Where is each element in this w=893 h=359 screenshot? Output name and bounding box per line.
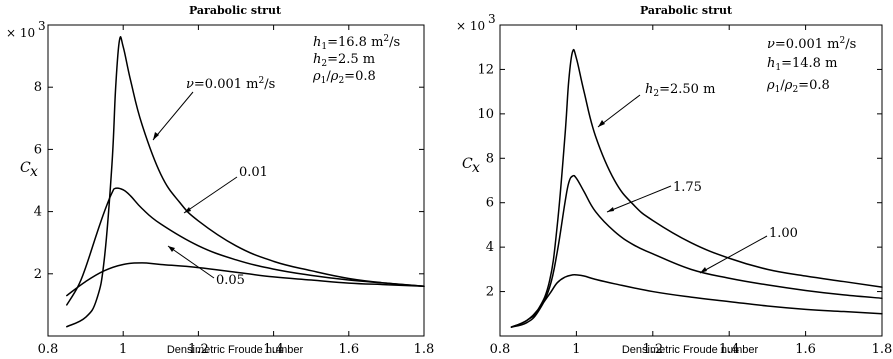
svg-text:x: x <box>30 164 38 180</box>
y-multiplier: × 10 3 <box>456 12 496 33</box>
x-tick-label: 1.8 <box>872 342 893 357</box>
curve-label-0.05: 0.05 <box>167 245 245 288</box>
y-tick-label: 6 <box>486 196 494 211</box>
x-tick-label: 1.6 <box>795 342 816 357</box>
x-tick-label: 1 <box>572 342 580 357</box>
parameter-text: ν=0.001 m2/s h1=14.8 m ρ1/ρ2=0.8 <box>766 36 856 95</box>
y-tick-label: 2 <box>486 285 494 300</box>
svg-text:1.00: 1.00 <box>769 226 798 241</box>
svg-text:0.01: 0.01 <box>239 165 268 180</box>
x-tick-label: 1.4 <box>719 342 740 357</box>
x-tick-label: 1.8 <box>414 342 435 357</box>
y-tick-label: 4 <box>486 240 494 255</box>
x-axis-label: Densimetric Froude number <box>167 344 304 356</box>
y-multiplier-exponent: 3 <box>38 19 46 33</box>
axes-frame <box>47 24 425 337</box>
parameter-text: h1=16.8 m2/s h2=2.5 m ρ1/ρ2=0.8 <box>312 34 400 86</box>
chart-title: Parabolic strut <box>189 4 282 17</box>
svg-text:C: C <box>20 160 31 176</box>
svg-text:h2=2.50 m: h2=2.50 m <box>645 82 715 99</box>
x-tick-label: 1.4 <box>263 342 284 357</box>
x-tick-label: 1.2 <box>188 342 209 357</box>
svg-text:x: x <box>472 160 480 176</box>
plot-area-border <box>499 24 883 337</box>
y-ticks: 2 4 6 8 10 12 <box>477 62 882 300</box>
x-ticks: 0.8 1 1.2 1.4 1.6 1.8 <box>38 25 435 357</box>
y-axis-label: C x <box>20 160 38 180</box>
svg-text:ν=0.001 m2/s: ν=0.001 m2/s <box>186 76 275 92</box>
x-tick-label: 0.8 <box>38 342 59 357</box>
svg-text:× 10: × 10 <box>456 19 485 33</box>
curve-label-0.01: 0.01 <box>183 165 268 214</box>
svg-text:1.75: 1.75 <box>673 180 702 195</box>
curve-label-nu-0.001: ν=0.001 m2/s <box>152 76 275 141</box>
svg-text:× 10: × 10 <box>6 26 35 40</box>
chart-title: Parabolic strut <box>640 4 733 17</box>
curve-label-h2-2.50: h2=2.50 m <box>597 82 715 128</box>
param-density-ratio: ρ1/ρ2=0.8 <box>312 69 376 86</box>
chart-left: Parabolic strut × 10 3 2 4 6 8 0.8 1 1.2 1.4 1.… <box>6 4 434 357</box>
param-h2: h2=2.5 m <box>313 52 375 69</box>
series-group <box>510 48 883 328</box>
chart-right: Parabolic strut × 10 3 2 4 6 8 10 12 0.8 1 1.2 1… <box>456 4 892 357</box>
x-tick-label: 1.6 <box>338 342 359 357</box>
axes-frame <box>499 24 883 337</box>
series-line-3 <box>510 273 883 328</box>
series-line-1 <box>510 48 883 328</box>
x-tick-label: 1.2 <box>642 342 663 357</box>
y-tick-label: 8 <box>486 151 494 166</box>
y-axis-label: C x <box>462 156 480 176</box>
y-multiplier-exponent: 3 <box>488 12 496 26</box>
svg-text:0.05: 0.05 <box>216 273 245 288</box>
curve-label-1.00: 1.00 <box>699 226 798 274</box>
y-tick-label: 4 <box>34 205 42 220</box>
plot-area-border <box>47 24 425 337</box>
param-h1: h1=16.8 m2/s <box>313 34 400 52</box>
series-line-1 <box>66 36 425 328</box>
x-axis-label: Densimetric Froude number <box>622 344 759 356</box>
series-line-2 <box>510 174 883 328</box>
x-tick-label: 0.8 <box>490 342 511 357</box>
y-ticks: 2 4 6 8 <box>34 80 424 282</box>
param-nu: ν=0.001 m2/s <box>767 36 856 52</box>
series-line-2 <box>66 187 425 306</box>
y-multiplier: × 10 3 <box>6 19 46 40</box>
param-density-ratio: ρ1/ρ2=0.8 <box>766 78 830 95</box>
series-line-3 <box>66 262 425 297</box>
y-tick-label: 10 <box>477 107 494 122</box>
y-tick-label: 12 <box>477 62 494 77</box>
x-tick-label: 1 <box>119 342 127 357</box>
curve-label-1.75: 1.75 <box>606 180 702 213</box>
param-h1: h1=14.8 m <box>767 56 837 73</box>
svg-text:C: C <box>462 156 473 172</box>
y-tick-label: 6 <box>34 142 42 157</box>
x-ticks: 0.8 1 1.2 1.4 1.6 1.8 <box>490 25 893 357</box>
y-tick-label: 2 <box>34 267 42 282</box>
y-tick-label: 8 <box>34 80 42 95</box>
